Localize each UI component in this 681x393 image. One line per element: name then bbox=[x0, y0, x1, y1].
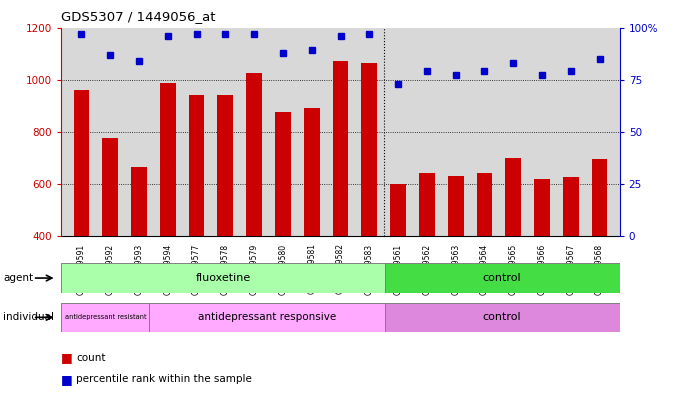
Text: antidepressant responsive: antidepressant responsive bbox=[198, 312, 336, 322]
Bar bbox=[189, 95, 204, 236]
Bar bbox=[275, 112, 291, 236]
Bar bbox=[390, 184, 406, 236]
Bar bbox=[362, 62, 377, 236]
Bar bbox=[419, 173, 434, 236]
Bar bbox=[61, 263, 385, 293]
Bar bbox=[477, 173, 492, 236]
Text: ■: ■ bbox=[61, 351, 73, 364]
Bar bbox=[247, 73, 262, 236]
Bar bbox=[385, 303, 620, 332]
Bar bbox=[505, 158, 521, 236]
Bar bbox=[160, 83, 176, 236]
Text: percentile rank within the sample: percentile rank within the sample bbox=[76, 374, 252, 384]
Text: ■: ■ bbox=[61, 373, 73, 386]
Bar bbox=[304, 108, 319, 236]
Text: control: control bbox=[483, 273, 522, 283]
Bar bbox=[217, 95, 234, 236]
Bar bbox=[447, 176, 464, 236]
Bar bbox=[102, 138, 118, 236]
Text: fluoxetine: fluoxetine bbox=[195, 273, 251, 283]
Bar bbox=[131, 167, 147, 236]
Text: count: count bbox=[76, 353, 106, 363]
Bar bbox=[385, 263, 620, 293]
Text: control: control bbox=[483, 312, 522, 322]
Bar bbox=[74, 90, 89, 236]
Bar bbox=[534, 178, 550, 236]
Text: agent: agent bbox=[3, 273, 33, 283]
Text: antidepressant resistant: antidepressant resistant bbox=[65, 314, 146, 320]
Text: individual: individual bbox=[3, 312, 54, 322]
Bar bbox=[592, 159, 607, 236]
Text: GDS5307 / 1449056_at: GDS5307 / 1449056_at bbox=[61, 10, 216, 23]
Bar bbox=[332, 61, 349, 236]
Bar bbox=[61, 303, 149, 332]
Bar bbox=[563, 177, 579, 236]
Bar bbox=[149, 303, 385, 332]
